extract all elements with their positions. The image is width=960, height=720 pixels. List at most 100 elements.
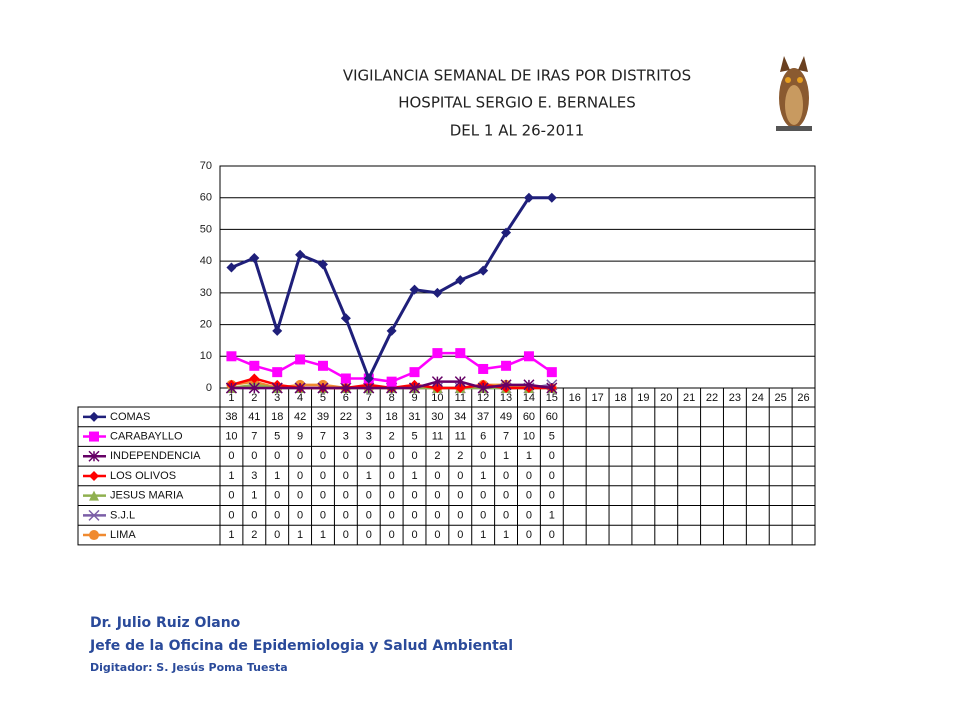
table-value: 30 [431, 411, 443, 423]
table-value: 1 [320, 529, 326, 541]
marker [295, 354, 306, 365]
marker [271, 382, 283, 394]
table-value: 1 [297, 529, 303, 541]
table-value: 2 [251, 529, 257, 541]
table-value: 0 [457, 490, 463, 502]
legend-marker [89, 490, 99, 501]
legend-label: JESUS MARIA [110, 490, 184, 502]
marker [432, 287, 443, 298]
table-value: 22 [340, 411, 352, 423]
legend-marker [89, 470, 99, 481]
table-value: 0 [389, 470, 395, 482]
marker [363, 382, 375, 394]
y-tick-label: 0 [206, 382, 212, 394]
table-value: 0 [389, 490, 395, 502]
table-value: 0 [503, 490, 509, 502]
table-value: 0 [297, 490, 303, 502]
table-value: 0 [320, 450, 326, 462]
table-value: 0 [389, 450, 395, 462]
marker [340, 382, 352, 394]
marker [272, 325, 283, 336]
series-line [230, 196, 552, 380]
marker [363, 373, 374, 384]
table-value: 0 [274, 450, 280, 462]
marker [523, 192, 534, 203]
legend-marker [88, 450, 100, 462]
x-tick-label: 6 [343, 392, 349, 404]
x-tick-label: 7 [366, 392, 372, 404]
x-tick-label: 9 [411, 392, 417, 404]
marker [340, 313, 351, 324]
x-tick-label: 16 [569, 392, 581, 404]
table-value: 0 [411, 490, 417, 502]
table-value: 5 [411, 430, 417, 442]
y-tick-label: 70 [200, 160, 212, 172]
table-value: 0 [343, 509, 349, 521]
legend-label: LIMA [110, 529, 136, 541]
x-tick-label: 15 [546, 392, 558, 404]
table-value: 18 [386, 411, 398, 423]
table-value: 11 [455, 430, 466, 442]
x-tick-label: 4 [297, 392, 303, 404]
marker [501, 227, 512, 238]
table-value: 0 [549, 529, 555, 541]
table-value: 0 [411, 529, 417, 541]
footer-text: Digitador: S. Jesús Poma Tuesta [90, 661, 288, 674]
table-value: 5 [274, 430, 280, 442]
legend-label: CARABAYLLO [110, 430, 183, 442]
table-value: 0 [274, 490, 280, 502]
marker [432, 383, 443, 393]
marker [249, 252, 260, 263]
table-value: 10 [225, 430, 237, 442]
table-value: 0 [366, 490, 372, 502]
marker [455, 275, 466, 286]
table-value: 1 [480, 470, 486, 482]
x-tick-label: 10 [431, 392, 443, 404]
table-value: 0 [434, 529, 440, 541]
table-value: 0 [228, 450, 234, 462]
table-value: 1 [480, 529, 486, 541]
marker [317, 382, 329, 394]
table-value: 0 [366, 450, 372, 462]
table-value: 0 [526, 529, 532, 541]
marker [272, 367, 283, 378]
table-value: 0 [251, 450, 257, 462]
legend-marker [88, 509, 100, 521]
table-value: 60 [523, 411, 535, 423]
table-value: 60 [546, 411, 558, 423]
table-value: 0 [320, 490, 326, 502]
legend-marker [89, 431, 99, 442]
marker [455, 348, 466, 359]
table-value: 0 [457, 529, 463, 541]
x-tick-label: 1 [228, 392, 234, 404]
table-value: 0 [366, 529, 372, 541]
table-value: 1 [366, 470, 372, 482]
legend-label: COMAS [110, 411, 150, 423]
table-value: 37 [477, 411, 489, 423]
table-value: 11 [432, 430, 443, 442]
x-tick-label: 3 [274, 392, 280, 404]
legend-marker [89, 411, 99, 422]
table-value: 0 [503, 470, 509, 482]
y-tick-label: 20 [200, 318, 212, 330]
marker [295, 249, 306, 260]
footer-text: Jefe de la Oficina de Epidemiologia y Sa… [89, 638, 513, 654]
table-value: 2 [457, 450, 463, 462]
x-tick-label: 5 [320, 392, 326, 404]
x-tick-label: 18 [614, 392, 626, 404]
table-value: 3 [366, 430, 372, 442]
y-tick-label: 50 [200, 223, 212, 235]
table-value: 0 [434, 470, 440, 482]
table-value: 1 [274, 470, 280, 482]
table-value: 1 [228, 470, 234, 482]
table-value: 0 [434, 490, 440, 502]
table-value: 0 [297, 450, 303, 462]
marker [478, 363, 489, 374]
table-value: 1 [526, 450, 532, 462]
table-value: 34 [454, 411, 466, 423]
table-value: 0 [343, 470, 349, 482]
marker [500, 379, 512, 391]
marker [226, 351, 237, 362]
x-tick-label: 17 [591, 392, 603, 404]
